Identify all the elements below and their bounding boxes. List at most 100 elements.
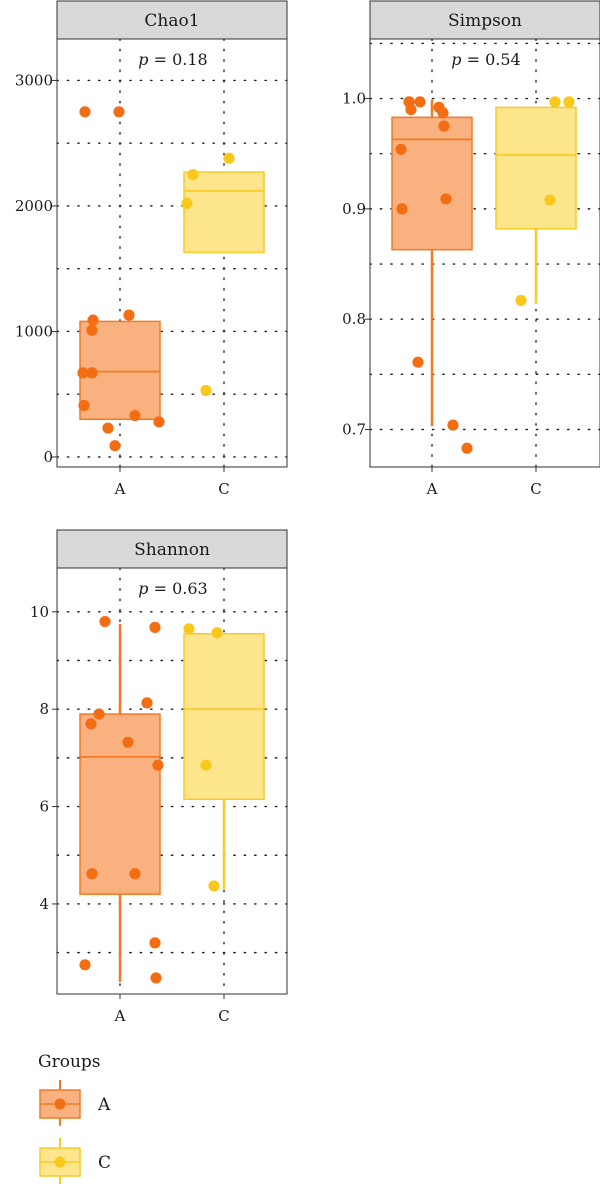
y-tick-label: 3000: [15, 71, 53, 89]
legend-label: C: [98, 1153, 111, 1173]
data-point: [102, 422, 114, 434]
panel-shannon: Shannon p = 0.63 4 6 8 10 A C: [30, 529, 288, 1025]
panel-strip: [56, 0, 288, 40]
panel-chao1: Chao1 p = 0.18 0 1000 2000 3000 A C: [15, 0, 288, 498]
p-symbol: p: [138, 50, 148, 69]
panel-border: [56, 38, 288, 468]
data-point: [122, 736, 134, 748]
y-tick-label: 1.0: [342, 90, 366, 108]
legend-key-point: [54, 1098, 66, 1110]
y-tick-label: 4: [39, 895, 49, 913]
points-A: [395, 96, 473, 454]
data-point: [563, 96, 575, 108]
p-value-annotation: p = 0.54: [451, 50, 520, 69]
legend-item-C: C: [39, 1138, 111, 1184]
data-point: [461, 442, 473, 454]
legend-item-A: A: [39, 1080, 111, 1126]
data-point: [208, 880, 220, 892]
legend-key-point: [54, 1156, 66, 1168]
data-point: [149, 621, 161, 633]
y-tick-label: 0.8: [342, 310, 366, 328]
x-tick-label: A: [426, 480, 438, 498]
data-point: [152, 759, 164, 771]
data-point: [544, 194, 556, 206]
data-point: [437, 107, 449, 119]
data-point: [109, 440, 121, 452]
panel-simpson: Simpson p = 0.54 0.7 0.8 0.9 1.0 A C: [342, 0, 600, 498]
p-value: = 0.18: [149, 50, 208, 69]
data-point: [183, 623, 195, 635]
points-A: [77, 106, 165, 452]
box-iqr: [79, 713, 161, 895]
data-point: [113, 106, 125, 118]
box-C: [183, 171, 265, 254]
panel-title: Shannon: [134, 540, 210, 560]
data-point: [79, 106, 91, 118]
data-point: [79, 959, 91, 971]
box-iqr: [495, 106, 577, 230]
data-point: [77, 367, 89, 379]
x-tick-label: C: [530, 480, 541, 498]
p-symbol: p: [138, 579, 148, 598]
data-point: [549, 96, 561, 108]
data-point: [85, 718, 97, 730]
data-point: [86, 868, 98, 880]
box-A: [79, 623, 161, 982]
data-point: [149, 937, 161, 949]
y-tick-label: 0: [43, 448, 53, 466]
data-point: [405, 103, 417, 116]
points-C: [183, 623, 223, 892]
grid: [369, 38, 600, 468]
points-A: [79, 615, 164, 984]
data-point: [87, 314, 99, 326]
panel-border: [369, 38, 600, 468]
y-tick-label: 2000: [15, 197, 53, 215]
data-point: [181, 197, 193, 210]
box-C: [183, 632, 265, 890]
y-tick-label: 0.7: [342, 420, 366, 438]
data-point: [223, 152, 235, 164]
box-iqr: [183, 171, 265, 254]
y-tick-label: 6: [39, 798, 49, 816]
x-tick-label: C: [218, 1007, 229, 1025]
x-tick-label: C: [218, 480, 229, 498]
points-C: [515, 96, 575, 307]
box-iqr: [183, 632, 265, 801]
grid: [56, 38, 288, 468]
y-tick-label: 1000: [15, 322, 53, 340]
data-point: [86, 367, 98, 379]
panels: Chao1 p = 0.18 0 1000 2000 3000 A C Simpson p = 0…: [15, 0, 600, 1025]
data-point: [93, 708, 105, 720]
data-point: [412, 356, 424, 368]
points-C: [181, 152, 235, 397]
legend-label: A: [97, 1095, 111, 1115]
data-point: [187, 168, 199, 181]
data-point: [440, 193, 452, 205]
p-value-annotation: p = 0.18: [138, 50, 207, 69]
box-C: [495, 106, 577, 304]
p-symbol: p: [451, 50, 461, 69]
data-point: [141, 697, 153, 709]
panel-strip: [369, 0, 600, 40]
data-point: [86, 324, 98, 336]
data-point: [438, 120, 450, 132]
data-point: [123, 309, 135, 321]
data-point: [99, 615, 111, 628]
y-tick-label: 10: [30, 603, 49, 621]
p-value: = 0.54: [462, 50, 521, 69]
data-point: [129, 868, 141, 880]
legend: Groups A C: [38, 1052, 111, 1184]
legend-title: Groups: [38, 1052, 101, 1072]
y-tick-label: 0.9: [342, 200, 366, 218]
panel-title: Simpson: [448, 11, 522, 31]
x-tick-label: A: [114, 480, 126, 498]
box-A: [391, 99, 473, 427]
panel-title: Chao1: [144, 11, 199, 31]
data-point: [395, 143, 407, 155]
data-point: [129, 409, 141, 422]
data-point: [447, 419, 459, 431]
data-point: [515, 294, 527, 307]
box-iqr: [391, 116, 473, 251]
data-point: [211, 627, 223, 639]
